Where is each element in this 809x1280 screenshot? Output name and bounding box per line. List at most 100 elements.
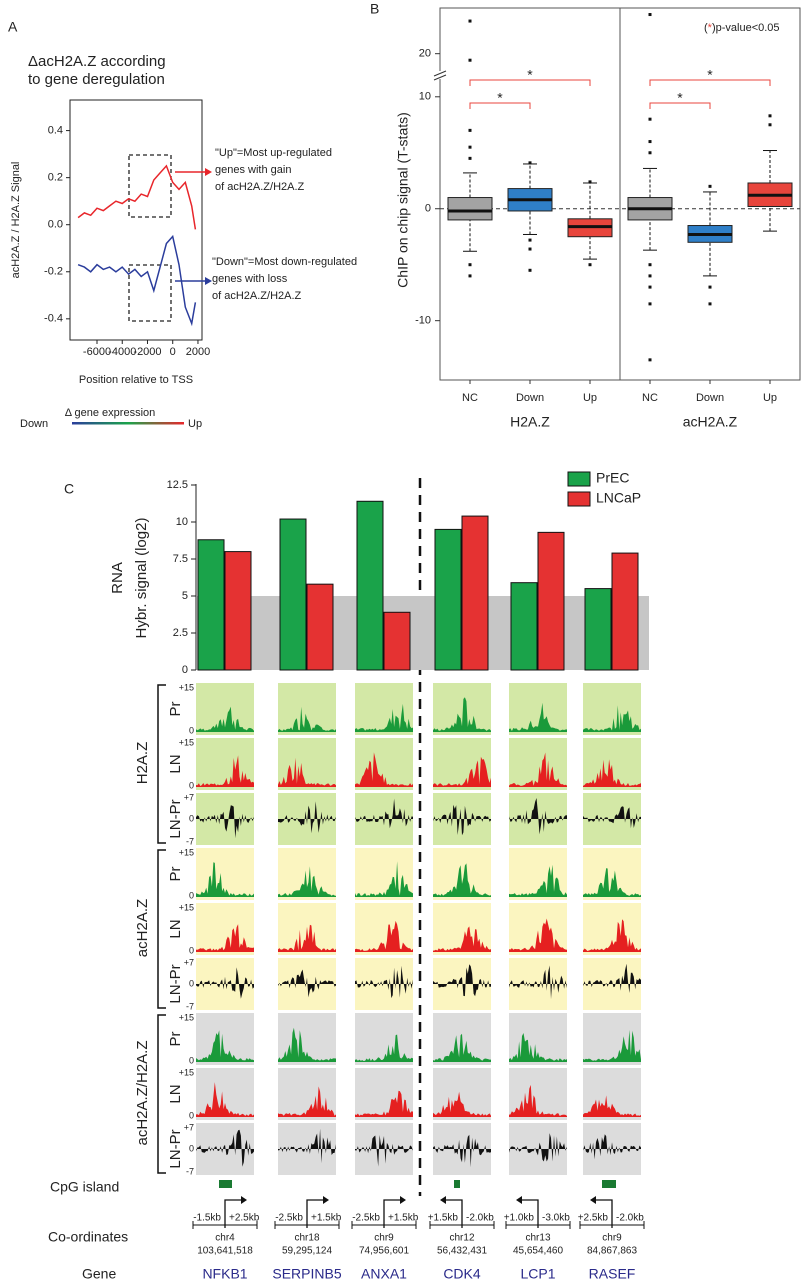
signal-trace (433, 804, 491, 836)
group-label: H2A.Z (510, 414, 550, 430)
coord-left: +1.5kb (428, 1213, 459, 1224)
legend-title: Δ gene expression (65, 407, 156, 419)
bracket (649, 102, 711, 109)
scale-label: 0 (189, 1055, 194, 1065)
scale-label: +15 (179, 902, 194, 912)
x-tick-label: -6000 (83, 346, 111, 358)
note-part: )p-value<0.05 (712, 22, 780, 34)
group-bracket (157, 849, 166, 1009)
signal-trace (355, 920, 413, 952)
scale-label: +15 (179, 1067, 194, 1077)
outlier (648, 358, 652, 362)
outlier (648, 151, 652, 155)
bar (306, 583, 334, 671)
signal-trace (509, 918, 567, 952)
bar (461, 515, 489, 671)
outlier (648, 140, 652, 144)
chromosome: chr9 (374, 1233, 394, 1244)
line-series (77, 164, 197, 230)
signal-trace (196, 755, 254, 787)
row-label: LN (167, 754, 184, 773)
coord-left: -2.5kb (352, 1213, 380, 1224)
plot-frame (69, 99, 203, 341)
bar (197, 539, 225, 671)
gene-name: SERPINB5 (272, 1266, 341, 1280)
outlier (648, 285, 652, 289)
chart-title: ΔacH2A.Z according (28, 53, 166, 70)
y-tick-label: 7.5 (173, 553, 188, 565)
y-axis-label: ChIP on chip signal (T-stats) (395, 112, 411, 288)
y-tick-label: -0.2 (44, 266, 63, 278)
group-label: acH2A.Z (683, 414, 738, 430)
bar (383, 611, 411, 671)
position: 84,867,863 (587, 1246, 637, 1257)
bar (510, 582, 538, 671)
signal-trace (433, 1033, 491, 1062)
coord-right: -3.0kb (542, 1213, 570, 1224)
outlier (648, 263, 652, 267)
row-label: Pr (167, 866, 184, 881)
outlier (708, 184, 712, 188)
group-bracket (157, 684, 166, 844)
signal-trace (509, 702, 567, 732)
panel-label: C (64, 481, 74, 497)
signal-trace (278, 801, 336, 834)
note-part: ( (704, 22, 708, 34)
scale-label: -7 (186, 1166, 194, 1176)
axis-break (433, 74, 447, 81)
signal-trace (355, 752, 413, 787)
signal-trace (196, 967, 254, 999)
chromosome: chr9 (602, 1233, 622, 1244)
coord-left: -1.5kb (193, 1213, 221, 1224)
signal-trace (278, 866, 336, 897)
scale-label: +7 (184, 1122, 194, 1132)
position: 74,956,601 (359, 1246, 409, 1257)
outlier (648, 274, 652, 278)
y-tick-label: 20 (419, 48, 431, 60)
outlier (768, 114, 772, 118)
outlier (468, 263, 472, 267)
signal-trace (278, 969, 336, 998)
row-label: LN-Pr (167, 964, 184, 1003)
chromosome: chr18 (294, 1233, 319, 1244)
coord-right: +2.5kb (229, 1213, 260, 1224)
gene-name: CDK4 (443, 1266, 481, 1280)
outlier (468, 19, 472, 23)
scale-label: 0 (189, 725, 194, 735)
signal-trace (509, 1133, 567, 1162)
cpg-island (454, 1180, 460, 1188)
signal-trace (355, 798, 413, 829)
row-label: LN (167, 919, 184, 938)
scale-label: +15 (179, 737, 194, 747)
legend-swatch (567, 491, 591, 507)
signal-trace (355, 1090, 413, 1117)
signal-trace (196, 1129, 254, 1167)
group-label: acH2A.Z (134, 899, 151, 957)
signal-trace (355, 861, 413, 897)
y-axis-label: RNA (109, 562, 126, 594)
signal-trace (583, 868, 641, 897)
legend-swatch (567, 471, 591, 487)
y-tick-label: 5 (182, 590, 188, 602)
signal-trace (196, 706, 254, 732)
box (447, 197, 493, 221)
track-bg (583, 683, 641, 735)
position: 59,295,124 (282, 1246, 332, 1257)
tss-arrow (224, 1199, 241, 1228)
signal-trace (583, 705, 641, 732)
scale-label: +15 (179, 682, 194, 692)
outlier (708, 302, 712, 306)
signal-trace (196, 805, 254, 839)
signal-trace (583, 963, 641, 993)
significance-star: * (497, 90, 503, 106)
signal-trace (509, 1084, 567, 1117)
chromosome: chr4 (215, 1233, 235, 1244)
annotation: "Down"=Most down-regulated (212, 256, 357, 268)
track-bg (509, 683, 567, 735)
signal-trace (509, 798, 567, 835)
signal-trace (355, 1135, 413, 1167)
y-tick-label: 12.5 (167, 479, 188, 491)
legend-label: LNCaP (596, 490, 641, 506)
y-tick-label: 0 (182, 664, 188, 676)
chromosome: chr12 (449, 1233, 474, 1244)
